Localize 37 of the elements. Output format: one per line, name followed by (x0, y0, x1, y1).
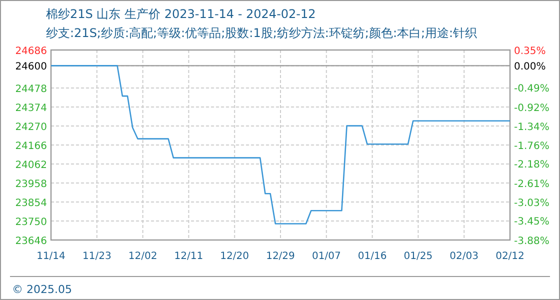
y-tick-label: 24270 (15, 122, 47, 133)
x-tick-label: 01/25 (404, 251, 433, 262)
y-tick-label: 24686 (15, 46, 47, 57)
y-tick-label: 24062 (15, 160, 47, 171)
y2-tick-label: -0.92% (514, 103, 550, 114)
y2-tick-label: -0.49% (514, 84, 550, 95)
y-tick-label: 23854 (15, 198, 47, 209)
x-tick-label: 01/16 (358, 251, 387, 262)
y-tick-label: 23750 (15, 217, 47, 228)
y-tick-label: 23646 (15, 236, 47, 247)
x-tick-label: 11/23 (82, 251, 112, 262)
y2-tick-label: -2.18% (514, 160, 550, 171)
y-tick-label: 24374 (15, 103, 47, 114)
x-tick-label: 02/12 (496, 251, 524, 262)
x-tick-label: 12/20 (220, 251, 250, 262)
y2-tick-label: -3.88% (514, 236, 550, 247)
x-tick-label: 02/03 (450, 251, 479, 262)
x-tick-label: 01/07 (312, 251, 341, 262)
y2-tick-label: -1.76% (514, 140, 550, 152)
y2-tick-label: 0.00% (514, 62, 546, 73)
x-tick-label: 12/29 (266, 251, 295, 262)
y-tick-label: 23958 (15, 179, 47, 190)
y2-tick-label: 0.35% (514, 46, 546, 57)
chart-subtitle: 纱支:21S;纱质:高配;等级:优等品;股数:1股;纺纱方法:环锭纺;颜色:本白;用途:针织 (46, 26, 478, 40)
y-tick-label: 24166 (15, 141, 47, 152)
x-tick-label: 12/02 (128, 251, 158, 262)
text: © 2025.05 (12, 283, 72, 296)
y2-tick-label: -2.61% (514, 178, 550, 190)
x-tick-label: 11/14 (36, 251, 66, 262)
y-tick-label: 24600 (15, 62, 47, 73)
y2-tick-label: -3.45% (514, 216, 550, 228)
y2-tick-label: -3.03% (514, 198, 550, 209)
x-tick-label: 12/11 (174, 251, 204, 262)
y-tick-label: 24478 (15, 84, 47, 95)
y2-tick-label: -1.34% (514, 122, 550, 133)
chart-title: 棉纱21S 山东 生产价 2023-11-14 - 2024-02-12 (46, 7, 316, 21)
line-series (50, 65, 511, 224)
